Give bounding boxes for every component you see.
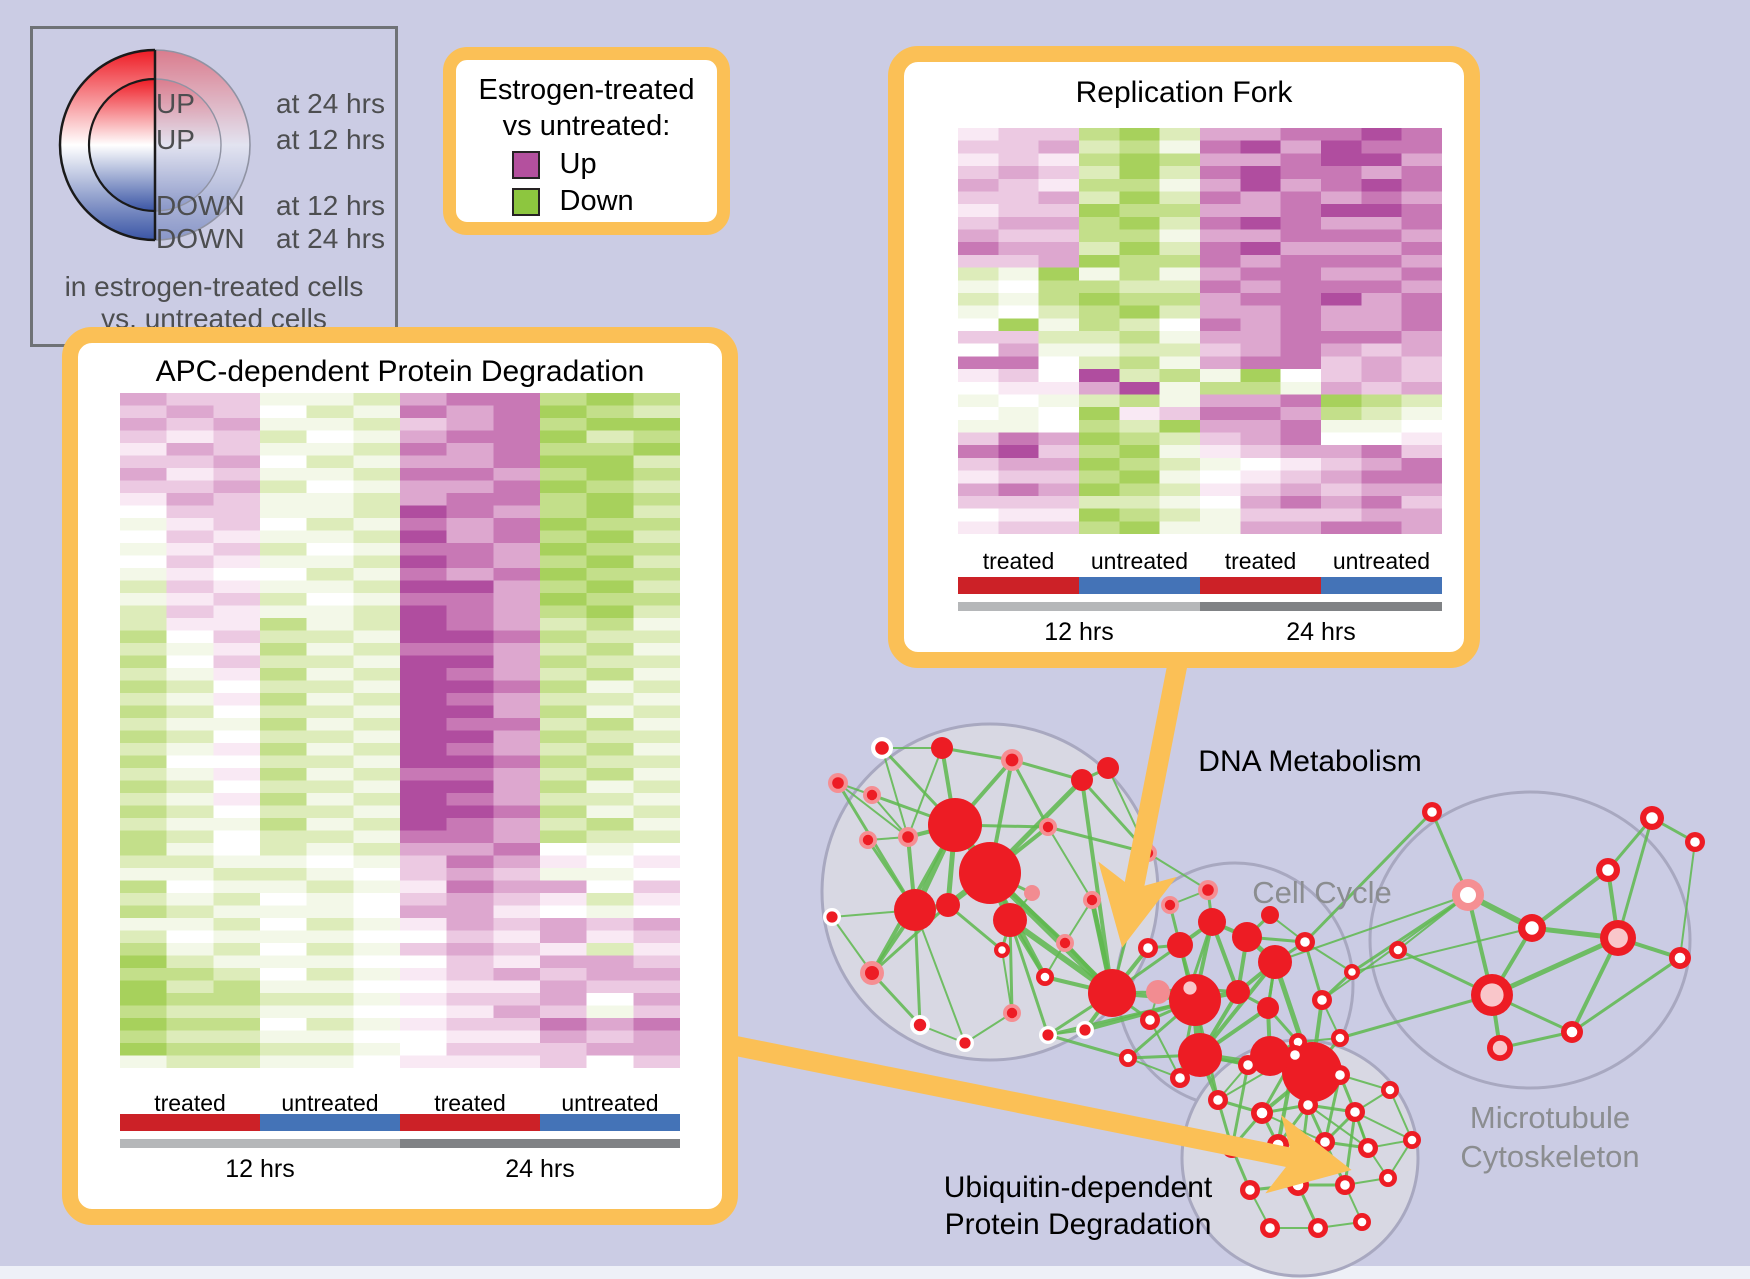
rf-cond-untreated-24: untreated xyxy=(1332,548,1431,574)
apc-condition-bars xyxy=(120,1114,680,1131)
apc-bar-untreated-12 xyxy=(260,1114,400,1131)
grad-legend-down12-dir: DOWN xyxy=(156,190,245,221)
grad-legend-down24-dir: DOWN xyxy=(156,223,245,254)
grad-legend-up12-dir: UP xyxy=(156,124,195,155)
rf-cond-treated-24: treated xyxy=(1224,548,1297,574)
color-legend-title-1: Estrogen-treated xyxy=(478,74,695,106)
rf-bar-untreated-12 xyxy=(1079,577,1200,594)
apc-degradation-panel: APC-dependent Protein Degradation treate… xyxy=(62,327,738,1225)
apc-cond-untreated-24: untreated xyxy=(561,1090,659,1116)
microtubule-label-line2: Cytoskeleton xyxy=(1460,1139,1640,1174)
apc-time-labels: 12 hrs 24 hrs xyxy=(120,1155,680,1184)
apc-cond-treated-12: treated xyxy=(154,1090,226,1116)
grad-legend-up12-time: at 12 hrs xyxy=(276,124,385,155)
cell-cycle-label: Cell Cycle xyxy=(1252,875,1392,910)
gradient-legend-graphic: UP at 24 hrs UP at 12 hrs DOWN at 12 hrs… xyxy=(58,48,385,334)
ubiquitin-label-line2: Protein Degradation xyxy=(944,1208,1212,1241)
rf-cond-untreated-12: untreated xyxy=(1090,548,1189,574)
rf-time-bars xyxy=(958,602,1442,611)
grad-legend-up24-dir: UP xyxy=(156,88,195,119)
ubiquitin-label-line1: Ubiquitin-dependent xyxy=(943,1171,1213,1204)
apc-bar-treated-12 xyxy=(120,1114,260,1131)
apc-condition-labels: treated untreated treated untreated xyxy=(120,1090,680,1117)
grad-legend-caption-1: in estrogen-treated cells xyxy=(65,271,364,302)
rf-condition-labels: treated untreated treated untreated xyxy=(958,548,1442,575)
replication-fork-panel: Replication Fork treated untreated treat… xyxy=(888,46,1480,668)
down-color-swatch xyxy=(511,187,540,216)
rf-cond-treated-12: treated xyxy=(982,548,1055,574)
apc-bar-untreated-24 xyxy=(540,1114,680,1131)
rf-time-labels: 12 hrs 24 hrs xyxy=(958,618,1442,647)
apc-label-12hrs: 12 hrs xyxy=(225,1155,295,1183)
gradient-legend-box: UP at 24 hrs UP at 12 hrs DOWN at 12 hrs… xyxy=(30,26,398,347)
rf-bar-treated-24 xyxy=(1200,577,1321,594)
rf-bar-treated-12 xyxy=(958,577,1079,594)
apc-cond-untreated-12: untreated xyxy=(281,1090,379,1116)
grad-legend-down24-time: at 24 hrs xyxy=(276,223,385,254)
updown-color-legend: Estrogen-treated vs untreated: Up Down xyxy=(443,47,730,235)
apc-heatmap xyxy=(120,393,680,1068)
grad-legend-up24-time: at 24 hrs xyxy=(276,88,385,119)
dna-metabolism-label: DNA Metabolism xyxy=(1198,745,1422,778)
grad-legend-down12-time: at 12 hrs xyxy=(276,190,385,221)
up-label: Up xyxy=(559,148,597,180)
rf-condition-bars xyxy=(958,577,1442,594)
color-legend-title-2: vs untreated: xyxy=(502,110,671,142)
down-label: Down xyxy=(559,185,634,217)
legend-item-up: Up xyxy=(511,148,662,181)
rf-bar-24hrs xyxy=(1200,602,1442,611)
apc-label-24hrs: 24 hrs xyxy=(505,1155,575,1183)
apc-bar-12hrs xyxy=(120,1139,400,1148)
rf-bar-12hrs xyxy=(958,602,1200,611)
apc-bar-24hrs xyxy=(400,1139,680,1148)
microtubule-label-line1: Microtubule xyxy=(1469,1100,1631,1135)
up-color-swatch xyxy=(511,150,540,179)
apc-bar-treated-24 xyxy=(400,1114,540,1131)
apc-time-bars xyxy=(120,1139,680,1148)
apc-panel-title: APC-dependent Protein Degradation xyxy=(155,355,645,388)
replication-fork-heatmap xyxy=(958,128,1442,534)
rf-label-24hrs: 24 hrs xyxy=(1286,618,1356,646)
apc-cond-treated-24: treated xyxy=(434,1090,506,1116)
rf-label-12hrs: 12 hrs xyxy=(1044,618,1114,646)
legend-item-down: Down xyxy=(511,185,662,218)
concentric-gradient-rings-icon xyxy=(58,48,251,242)
rf-bar-untreated-24 xyxy=(1321,577,1442,594)
replication-fork-title: Replication Fork xyxy=(1075,76,1293,109)
